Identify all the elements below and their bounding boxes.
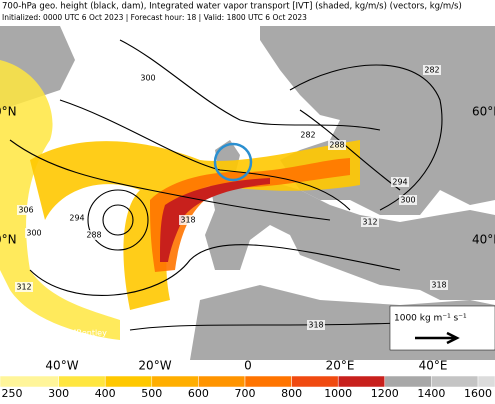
land-south: [205, 175, 495, 300]
contour-label: 306: [18, 206, 33, 215]
colorbar-segment: [431, 375, 479, 388]
lat-label: 60°N: [472, 105, 495, 119]
title: 700-hPa geo. height (black, dam), Integr…: [2, 2, 462, 12]
colorbar-segment: [0, 375, 59, 388]
lat-label: 40°N: [472, 233, 495, 247]
contour: [102, 204, 134, 236]
contour-label-bg: [15, 282, 33, 292]
contour-label-bg: [25, 228, 43, 238]
contour-label-bg: [139, 73, 157, 83]
contour-label-bg: [361, 217, 379, 227]
contour: [59, 99, 351, 211]
contour-label: 294: [392, 178, 407, 187]
colorbar-label: 1600: [464, 387, 492, 400]
lon-label: 0: [244, 359, 252, 373]
colorbar-label: 1000: [324, 387, 352, 400]
colorbar-label: 1400: [417, 387, 445, 400]
colorbar-segment: [104, 375, 153, 388]
contour-label-bg: [391, 177, 409, 187]
contour-label: 300: [400, 196, 415, 205]
contour: [87, 189, 149, 251]
lat-label: 0°N: [0, 233, 17, 247]
colorbar-label: 1200: [371, 387, 399, 400]
ivt-max: [160, 178, 270, 262]
colorbar-label: 300: [48, 387, 69, 400]
colorbar-segment: [58, 375, 106, 388]
colorbar-label: 600: [188, 387, 209, 400]
credit: www.AliciaMBentley.com: [40, 339, 139, 348]
highlight-circle: [213, 142, 253, 182]
ivt-core: [150, 158, 350, 272]
lon-label: 20°W: [138, 359, 171, 373]
contour: [9, 139, 331, 221]
contour-label-bg: [328, 140, 346, 150]
colorbar-segment: [198, 375, 246, 388]
contour-label: 318: [308, 321, 323, 330]
colorbar-segment: [244, 375, 292, 388]
contour-label-bg: [68, 213, 86, 223]
contour: [299, 109, 401, 191]
contour-label: 300: [26, 229, 41, 238]
colorbar-label: 400: [95, 387, 116, 400]
colorbar-label: 700: [235, 387, 256, 400]
lon-label: 40°W: [45, 359, 78, 373]
contour-label: 288: [86, 231, 101, 240]
vector-scale-box: [389, 305, 495, 351]
contour-label-bg: [85, 230, 103, 240]
colorbar-segment: [337, 375, 386, 388]
colorbar-segment: [477, 375, 495, 388]
contour-label: 318: [180, 216, 195, 225]
vector-scale-arrow: [415, 331, 460, 345]
contour-label: 282: [300, 131, 315, 140]
contour-label: 312: [16, 283, 31, 292]
contour: [29, 244, 401, 296]
colorbar-label: 250: [2, 387, 23, 400]
subtitle: Initialized: 0000 UTC 6 Oct 2023 | Forec…: [2, 13, 307, 22]
lat-label: 0°N: [0, 105, 17, 119]
contour-label-bg: [299, 130, 317, 140]
contour-label: 318: [431, 281, 446, 290]
contour-label: 282: [424, 66, 439, 75]
contour-label-bg: [179, 215, 197, 225]
contour-label-bg: [430, 280, 448, 290]
colorbar-label: 800: [281, 387, 302, 400]
contour-label: 294: [69, 214, 84, 223]
contour: [119, 39, 381, 131]
contour: [289, 64, 443, 211]
map: [0, 26, 495, 360]
contour-label-bg: [423, 65, 441, 75]
contour-label-bg: [399, 195, 417, 205]
contour-label-bg: [307, 320, 325, 330]
lon-label: 40°E: [419, 359, 448, 373]
contour-label: 300: [140, 74, 155, 83]
colorbar-label: 500: [141, 387, 162, 400]
contour-label-bg: [17, 205, 35, 215]
contour-label: 288: [329, 141, 344, 150]
contour-label: 312: [362, 218, 377, 227]
colorbar-segment: [384, 375, 432, 388]
vector-scale-label: 1000 kg m⁻¹ s⁻¹: [394, 314, 467, 324]
colorbar-segment: [291, 375, 339, 388]
credit: @AliciaMBentley: [40, 329, 107, 338]
lon-label: 20°E: [326, 359, 355, 373]
colorbar-segment: [151, 375, 199, 388]
